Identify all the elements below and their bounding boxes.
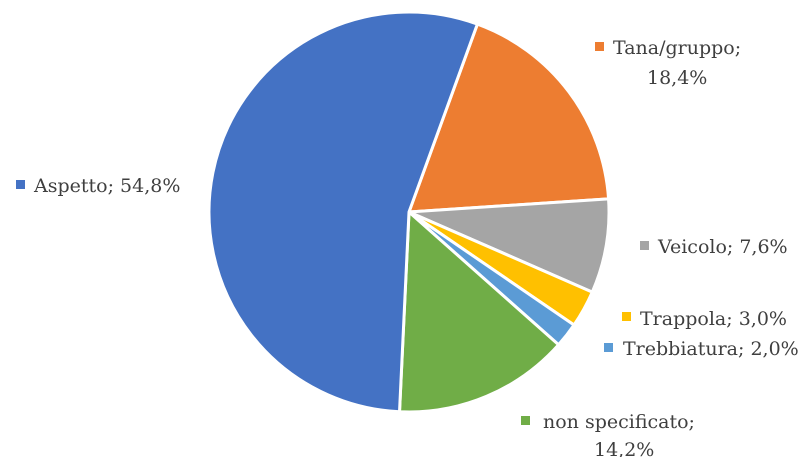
pie-slices	[207, 10, 611, 414]
legend-marker-aspetto	[16, 180, 25, 189]
slice-tana-gruppo	[407, 22, 611, 214]
data-label-non-specificato-line2: 14,2%	[594, 439, 654, 457]
label-veicolo: Veicolo; 7,6%	[640, 236, 788, 258]
data-label-aspetto-line1: Aspetto; 54,8%	[33, 175, 180, 197]
slice-veicolo	[407, 197, 611, 294]
legend-marker-trebbiatura	[604, 343, 613, 352]
data-label-tana-gruppo-line2: 18,4%	[647, 67, 707, 89]
legend-marker-veicolo	[640, 241, 649, 250]
label-trebbiatura: Trebbiatura; 2,0%	[604, 338, 799, 360]
legend-marker-trappola	[622, 312, 631, 321]
label-tana-gruppo: Tana/gruppo; 18,4%	[595, 37, 741, 89]
data-label-tana-gruppo-line1: Tana/gruppo;	[613, 37, 741, 59]
label-trappola: Trappola; 3,0%	[622, 308, 787, 330]
label-aspetto: Aspetto; 54,8%	[16, 175, 180, 197]
pie-labels: Tana/gruppo; 18,4% Veicolo; 7,6% Trappola; …	[16, 37, 799, 457]
legend-marker-tana-gruppo	[595, 42, 604, 51]
data-label-non-specificato-line1: non specificato;	[543, 411, 695, 433]
label-non-specificato: non specificato; 14,2%	[521, 411, 695, 457]
legend-marker-non-specificato	[521, 416, 530, 425]
data-label-veicolo-line1: Veicolo; 7,6%	[657, 236, 788, 258]
slice-non-specificato	[398, 210, 561, 414]
data-label-trebbiatura-line1: Trebbiatura; 2,0%	[623, 338, 799, 360]
slice-aspetto	[207, 10, 479, 414]
data-label-trappola-line1: Trappola; 3,0%	[640, 308, 787, 330]
